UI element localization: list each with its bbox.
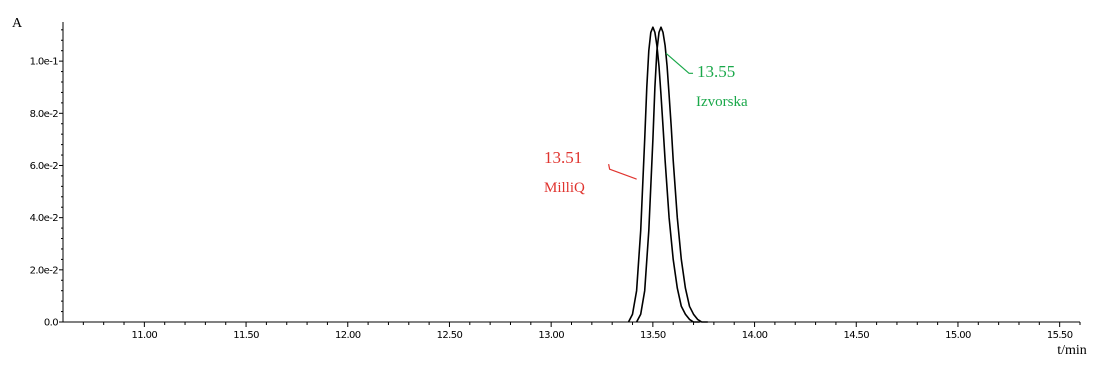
x-tick-label: 15.00 [945,330,971,341]
series-layer [627,26,708,323]
x-tick-label: 13.50 [640,330,666,341]
series-line-2 [635,26,708,323]
x-tick-label: 14.50 [843,330,869,341]
y-tick-label: 2.0e-2 [30,265,59,276]
x-tick-label: 11.50 [233,330,259,341]
x-tick-label: 12.00 [335,330,361,341]
x-tick-label: 14.00 [742,330,768,341]
y-tick-label: 4.0e-2 [30,213,59,224]
izvorska-leader-line [665,52,694,74]
milliq-label: MilliQ [544,180,585,196]
x-tick-label: 13.00 [538,330,564,341]
annotations-layer: 13.55 Izvorska 13.51 MilliQ [544,52,748,196]
izvorska-label: Izvorska [696,94,748,110]
y-tick-label: 0.0 [44,318,58,329]
series-line-1 [627,26,700,323]
y-axis-title: A [12,16,23,31]
x-tick-label: 11.00 [132,330,158,341]
x-tick-label: 15.50 [1047,330,1073,341]
y-ticks: 0.0 2.0e-2 4.0e-2 6.0e-2 8.0e-2 1.0e-1 [30,29,63,329]
y-tick-label: 1.0e-1 [30,57,59,68]
izvorska-retention-time: 13.55 [697,62,735,81]
x-axis-title: t/min [1057,343,1087,358]
milliq-leader-line [608,164,637,180]
y-tick-label: 8.0e-2 [30,109,59,120]
x-ticks: 11.00 11.50 12.00 12.50 13.00 13.50 14.00 14.50… [82,322,1081,341]
y-tick-label: 6.0e-2 [30,161,59,172]
x-tick-label: 12.50 [437,330,463,341]
milliq-retention-time: 13.51 [544,148,582,167]
